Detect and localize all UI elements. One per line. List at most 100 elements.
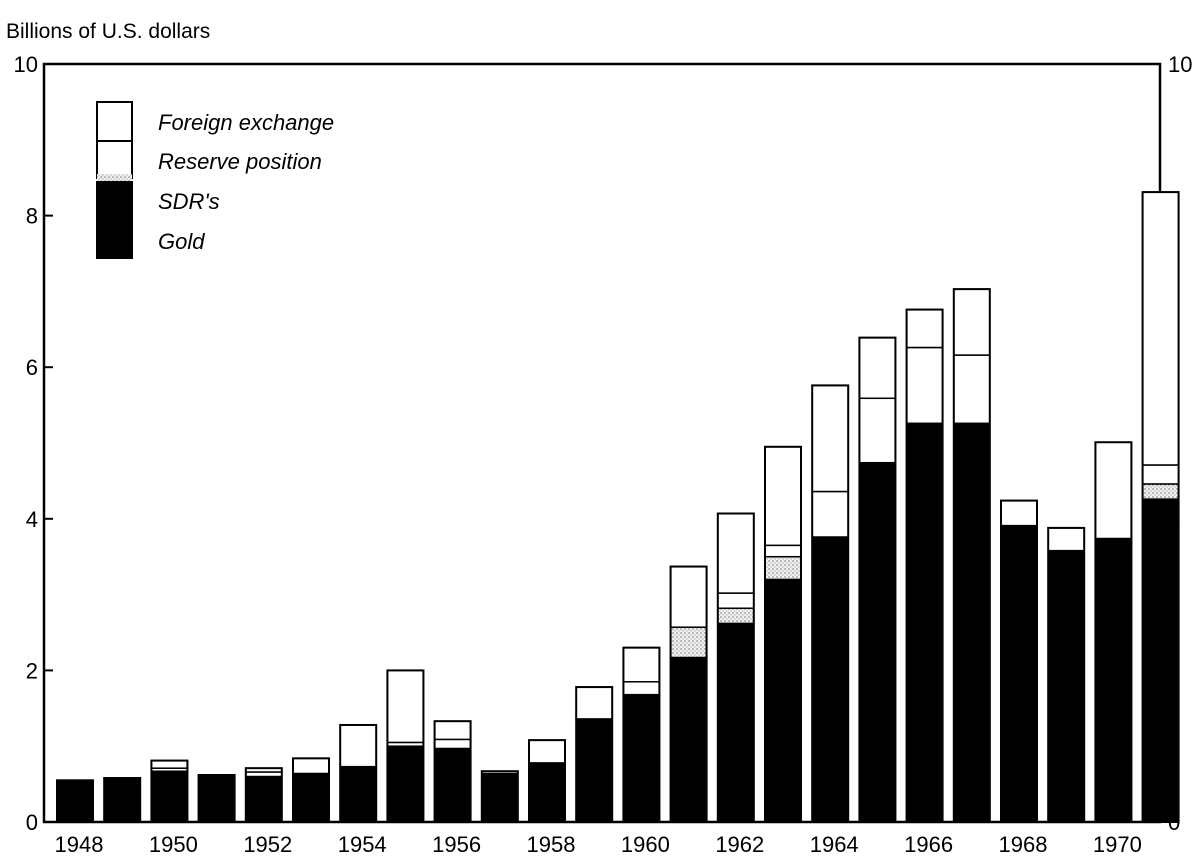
bar-segment-gold-1963 — [764, 578, 802, 823]
x-tick-label: 1968 — [999, 832, 1048, 857]
bar-segment-gold-1958 — [528, 762, 566, 823]
bar-outline-1951 — [197, 774, 236, 824]
bar-segment-foreign-exchange-1954 — [339, 724, 377, 768]
bar-segment-reserve-position-1956 — [433, 738, 472, 750]
bar-segment-gold-1965 — [858, 461, 897, 823]
legend-label-sdrs: SDR's — [158, 189, 220, 214]
bar-segment-foreign-exchange-1955 — [386, 669, 425, 744]
x-tick-label: 1964 — [810, 832, 859, 857]
bar-segment-reserve-position-1964 — [811, 490, 849, 538]
bar-outline-1971 — [1141, 191, 1180, 824]
legend-swatch-sdrs — [97, 174, 132, 182]
bar-segment-reserve-position-1965 — [858, 397, 897, 464]
y-axis-title: Billions of U.S. dollars — [6, 20, 210, 43]
bar-outline-1948 — [56, 779, 94, 823]
bar-segment-gold-1966 — [905, 422, 944, 823]
legend: Foreign exchange Reserve position SDR's … — [96, 101, 334, 259]
bar-outline-1967 — [952, 288, 991, 824]
legend-swatch-sdrs-fill — [96, 181, 133, 219]
x-axis: 1948 1950 1952 1954 1956 1958 1960 1962 1964 1966… — [55, 832, 1142, 857]
bar-segment-foreign-exchange-1970 — [1094, 441, 1133, 540]
bar-outline-1956 — [433, 720, 472, 823]
bar-segment-foreign-exchange-1950 — [150, 759, 189, 769]
x-tick-label: 1950 — [149, 832, 198, 857]
x-tick-label: 1970 — [1093, 832, 1142, 857]
y-tick-label-left: 8 — [26, 204, 38, 229]
bar-segment-gold-1970 — [1094, 537, 1133, 823]
bar-segment-gold-1948 — [56, 779, 94, 823]
x-tick-label: 1948 — [55, 832, 104, 857]
bar-segment-gold-1960 — [622, 693, 661, 823]
bar-outline-1958 — [528, 739, 566, 823]
bar-outline-1969 — [1047, 526, 1086, 823]
bar-segment-gold-1953 — [292, 772, 330, 823]
bar-outline-1955 — [386, 669, 425, 824]
bar-segment-foreign-exchange-1961 — [669, 565, 708, 628]
bar-segment-gold-1949 — [103, 777, 141, 823]
y-tick-label-left: 2 — [26, 658, 38, 683]
bar-outline-1961 — [669, 565, 708, 824]
bar-segment-gold-1955 — [386, 745, 425, 823]
x-tick-label: 1958 — [527, 832, 576, 857]
bar-outline-1957 — [480, 770, 519, 823]
bar-segment-foreign-exchange-1953 — [292, 757, 330, 775]
x-tick-label: 1960 — [621, 832, 670, 857]
bar-segment-foreign-exchange-1969 — [1047, 527, 1085, 552]
bar-segment-gold-1962 — [717, 622, 755, 823]
bar-outline-1963 — [764, 445, 802, 823]
legend-swatch-gold — [96, 217, 133, 259]
bar-outline-1950 — [150, 759, 189, 823]
bar-segment-foreign-exchange-1967 — [953, 288, 991, 356]
bar-segment-gold-1951 — [197, 774, 236, 823]
legend-swatch-reserve-position — [96, 140, 133, 179]
bar-outline-1952 — [244, 767, 283, 824]
bar-segment-foreign-exchange-1959 — [575, 686, 613, 720]
bar-outline-1960 — [622, 646, 661, 823]
bar-outline-1949 — [103, 777, 142, 824]
x-tick-label: 1954 — [338, 832, 387, 857]
bar-segment-gold-1957 — [481, 774, 519, 823]
bar-segment-sdr-s-1971 — [1141, 483, 1180, 500]
bar-series-group — [56, 191, 1180, 824]
bar-segment-reserve-position-1963 — [764, 544, 802, 558]
bar-segment-reserve-position-1967 — [953, 354, 991, 425]
bar-outline-1970 — [1094, 441, 1133, 823]
x-tick-label: 1956 — [432, 832, 481, 857]
bar-outline-1964 — [811, 384, 850, 823]
bar-segment-gold-1969 — [1047, 549, 1085, 823]
bar-segment-gold-1967 — [953, 422, 991, 823]
y-tick-label-right: 10 — [1168, 52, 1192, 77]
bar-segment-gold-1971 — [1141, 498, 1180, 823]
bar-segment-gold-1952 — [245, 775, 283, 823]
legend-label-foreign-exchange: Foreign exchange — [158, 110, 334, 135]
bar-segment-foreign-exchange-1964 — [811, 384, 849, 493]
x-tick-label: 1952 — [243, 832, 292, 857]
x-tick-label: 1966 — [904, 832, 953, 857]
bar-segment-gold-1954 — [339, 765, 377, 823]
bar-segment-foreign-exchange-1965 — [858, 336, 897, 400]
bar-segment-gold-1956 — [433, 747, 472, 823]
bar-segment-reserve-position-1966 — [905, 346, 944, 425]
bar-segment-foreign-exchange-1962 — [717, 512, 755, 594]
bar-segment-foreign-exchange-1956 — [433, 720, 472, 741]
bar-segment-reserve-position-1960 — [622, 681, 661, 696]
bar-segment-gold-1959 — [575, 718, 613, 823]
y-axis-left: 0 2 4 6 8 10 — [14, 52, 53, 835]
bar-outline-1966 — [905, 308, 944, 824]
bar-segment-gold-1961 — [669, 656, 708, 823]
bar-segment-foreign-exchange-1971 — [1141, 191, 1180, 466]
bar-outline-1954 — [339, 723, 378, 824]
y-tick-label-left: 10 — [14, 52, 38, 77]
bar-outline-1959 — [575, 686, 614, 823]
bar-segment-foreign-exchange-1968 — [1000, 499, 1038, 527]
y-tick-label-left: 4 — [26, 507, 38, 532]
bar-outline-1965 — [858, 336, 897, 823]
legend-label-reserve-position: Reserve position — [158, 149, 322, 174]
legend-swatch-foreign-exchange — [96, 101, 133, 142]
bar-outline-1962 — [716, 512, 755, 824]
bar-segment-foreign-exchange-1966 — [905, 308, 944, 349]
bar-segment-sdr-s-1961 — [669, 626, 708, 659]
bar-segment-reserve-position-1962 — [717, 592, 755, 609]
bar-segment-foreign-exchange-1960 — [622, 646, 661, 683]
